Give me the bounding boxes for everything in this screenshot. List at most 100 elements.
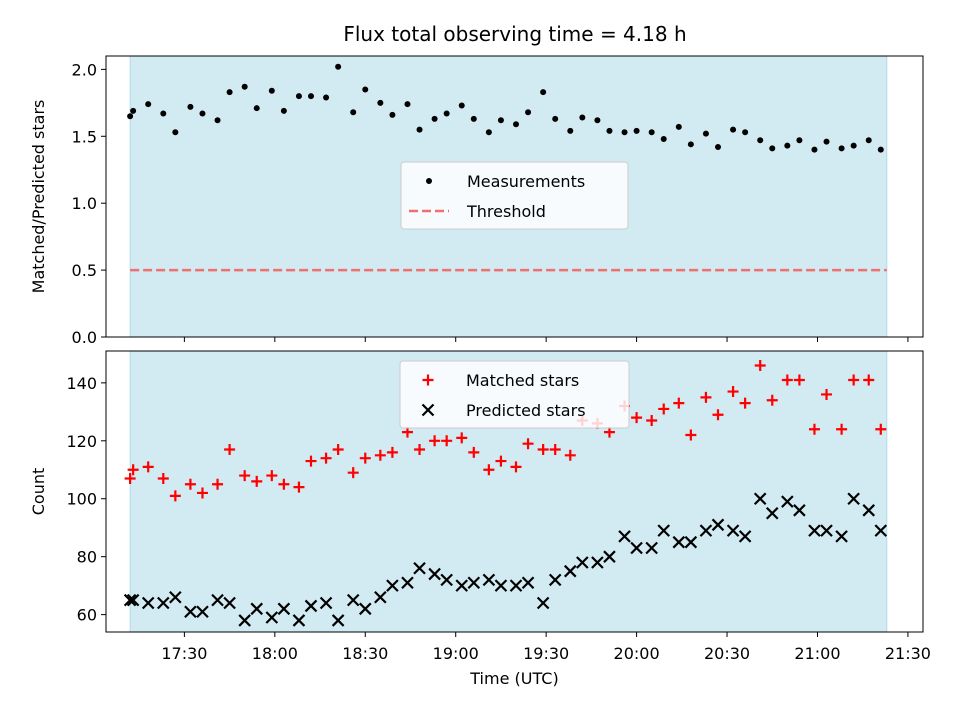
data-point [742, 129, 749, 136]
data-point [874, 524, 888, 537]
data-point [549, 443, 561, 455]
data-point [838, 145, 845, 152]
data-point [350, 109, 357, 116]
data-point [440, 573, 453, 587]
legend-label: Measurements [467, 172, 585, 191]
data-point [808, 524, 821, 537]
legend-label: Matched stars [466, 371, 579, 390]
data-point [331, 614, 345, 627]
data-point [606, 127, 613, 134]
data-point [293, 481, 305, 493]
data-point [648, 129, 655, 136]
data-point [123, 593, 137, 607]
data-point [470, 115, 477, 122]
data-point [875, 423, 887, 435]
data-point [323, 94, 330, 101]
x-tick-label: 20:30 [704, 644, 750, 663]
data-point [456, 432, 468, 444]
data-point [685, 429, 697, 441]
data-point [699, 524, 713, 537]
legend-label: Threshold [466, 202, 546, 221]
data-point [374, 449, 386, 461]
data-point [280, 107, 287, 114]
data-point [793, 504, 806, 517]
data-point [621, 129, 628, 136]
data-point [494, 579, 508, 592]
data-point [160, 110, 167, 117]
data-point [660, 135, 667, 142]
data-point [821, 388, 833, 400]
data-point [865, 137, 872, 144]
data-point [552, 115, 559, 122]
data-point [509, 579, 523, 592]
data-point [594, 117, 601, 124]
legend-label: Predicted stars [466, 401, 586, 420]
data-point [684, 535, 698, 549]
data-point [537, 443, 549, 455]
data-point [483, 464, 495, 476]
data-point [413, 561, 426, 575]
y-tick-label: 1.5 [72, 127, 97, 146]
data-point [836, 423, 848, 435]
data-point [525, 109, 532, 116]
data-point [212, 478, 224, 490]
data-point [211, 593, 224, 607]
data-point [862, 504, 876, 517]
legend-swatch [422, 374, 434, 386]
data-point [700, 391, 712, 403]
y-tick-label: 2.0 [72, 60, 97, 79]
data-point [808, 423, 820, 435]
data-point [631, 412, 643, 424]
data-point [563, 564, 577, 578]
data-point [702, 130, 709, 137]
y-tick-label: 140 [66, 374, 97, 393]
data-point [320, 452, 332, 464]
y-axis-label: Count [29, 468, 48, 516]
data-point [362, 86, 369, 93]
data-point [157, 472, 169, 484]
data-point [126, 593, 140, 607]
chart-title: Flux total observing time = 4.18 h [343, 22, 686, 46]
data-point [536, 596, 550, 610]
series-measurements [127, 63, 884, 153]
data-point [630, 541, 643, 555]
data-point [618, 530, 631, 543]
data-point [184, 478, 196, 490]
data-point [278, 478, 290, 490]
data-point [714, 143, 721, 150]
data-point [169, 590, 182, 604]
data-point [495, 455, 507, 467]
series-matched-stars [124, 359, 887, 502]
data-point [386, 446, 398, 458]
y-axis-label: Matched/Predicted stars [29, 100, 48, 294]
data-point [784, 142, 791, 149]
legend-swatch [426, 178, 432, 184]
y-tick-label: 0.5 [72, 261, 97, 280]
x-tick-label: 21:30 [885, 644, 931, 663]
data-point [401, 576, 414, 590]
data-point [124, 472, 136, 484]
data-point [850, 142, 857, 149]
data-point [458, 102, 465, 109]
data-point [564, 449, 576, 461]
y-tick-label: 100 [66, 490, 97, 509]
data-point [468, 446, 480, 458]
data-point [848, 374, 860, 386]
data-point [576, 556, 589, 569]
data-point [645, 541, 658, 555]
data-point [847, 492, 860, 506]
data-point [141, 596, 155, 610]
data-point [358, 602, 372, 616]
y-tick-label: 0.0 [72, 328, 97, 347]
axes-frame [105, 55, 924, 338]
data-point [835, 530, 848, 543]
data-point [226, 89, 233, 96]
data-point [335, 63, 342, 70]
data-point [485, 129, 492, 136]
data-point [754, 359, 766, 371]
data-point [579, 114, 586, 121]
data-point [374, 590, 387, 604]
data-point [443, 110, 450, 117]
data-point [510, 461, 522, 473]
